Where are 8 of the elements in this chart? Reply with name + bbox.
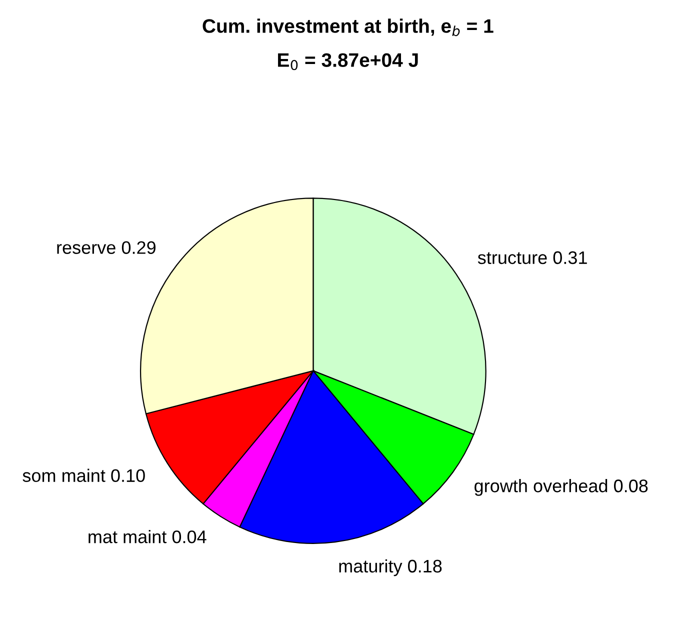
chart-subtitle: E$_{0}$ = 3.87e+04 J: [278, 53, 418, 70]
slice-label: reserve 0.29: [57, 241, 156, 254]
slice-label: mat maint 0.04: [88, 530, 206, 544]
slice-label: structure 0.31: [478, 251, 587, 264]
slice-label: maturity 0.18: [339, 559, 442, 576]
slice-label: som maint 0.10: [22, 468, 145, 482]
chart-title: Cum. investment at birth, e$_{b}$ = 1: [202, 18, 494, 36]
slice-label: growth overhead 0.08: [474, 479, 648, 496]
